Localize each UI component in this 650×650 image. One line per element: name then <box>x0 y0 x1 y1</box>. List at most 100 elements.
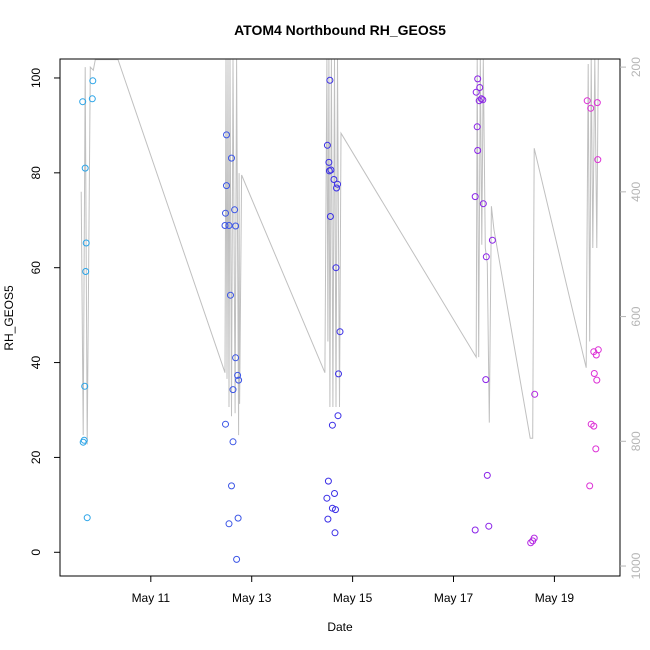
data-point <box>89 77 97 85</box>
data-point <box>335 370 342 378</box>
y2-tick-label: 200 <box>629 57 643 77</box>
data-point <box>473 123 481 131</box>
y-tick-label: 80 <box>29 166 43 180</box>
data-point <box>82 268 90 275</box>
data-point <box>223 131 230 139</box>
data-point <box>79 98 87 106</box>
data-point <box>323 494 331 502</box>
y2-tick-label: 600 <box>629 306 643 326</box>
y2-tick-label: 1000 <box>629 552 643 579</box>
x-tick-label: May 13 <box>232 591 272 605</box>
x-axis: May 11 May 13 May 15 May 17 May 19 <box>132 576 575 605</box>
data-point <box>233 555 241 563</box>
data-point <box>324 477 332 485</box>
data-point <box>229 386 237 394</box>
data-point <box>477 95 485 103</box>
data-point <box>328 421 336 429</box>
data-point <box>594 156 602 164</box>
data-point <box>594 346 602 354</box>
data-point <box>590 422 598 430</box>
data-point <box>472 88 480 96</box>
data-point <box>88 95 96 103</box>
data-point <box>332 506 339 514</box>
data-point <box>482 253 490 261</box>
data-point <box>225 222 233 229</box>
data-point <box>336 328 344 336</box>
data-point <box>222 209 229 217</box>
data-point <box>583 97 591 105</box>
data-point <box>592 445 600 453</box>
data-point <box>229 438 237 446</box>
data-point <box>81 164 89 172</box>
y-tick-label: 100 <box>29 68 43 88</box>
data-point <box>334 180 341 188</box>
x-tick-label: May 15 <box>333 591 373 605</box>
y-tick-label: 60 <box>29 261 43 275</box>
altitude-line-layer <box>80 59 599 445</box>
y2-tick-label: 400 <box>629 182 643 202</box>
data-point <box>234 514 242 522</box>
data-point <box>530 534 538 542</box>
data-point <box>334 412 342 420</box>
x-axis-label: Date <box>327 620 353 634</box>
y-tick-label: 20 <box>29 450 43 464</box>
x-tick-label: May 17 <box>434 591 474 605</box>
data-point <box>483 471 491 479</box>
data-point <box>331 490 338 497</box>
data-point <box>482 376 490 384</box>
data-point <box>232 354 240 362</box>
secondary-y-axis: 200 400 600 800 1000 <box>620 57 643 579</box>
data-point <box>331 529 339 537</box>
y-tick-label: 40 <box>29 356 43 370</box>
data-point <box>323 141 331 149</box>
data-point <box>479 200 487 208</box>
data-point <box>333 184 340 192</box>
x-tick-label: May 11 <box>132 591 171 605</box>
data-point <box>488 236 496 244</box>
data-point <box>479 96 487 104</box>
plot-frame <box>59 58 621 577</box>
data-point <box>327 166 335 174</box>
data-point <box>228 154 235 162</box>
data-point <box>485 522 493 530</box>
data-point <box>228 482 235 490</box>
data-point <box>474 75 482 83</box>
data-point <box>324 515 332 523</box>
data-point <box>587 104 595 112</box>
data-points-layer <box>79 75 602 563</box>
data-point <box>332 264 340 272</box>
y-tick-label: 0 <box>29 549 43 556</box>
data-point <box>326 213 334 220</box>
data-point <box>593 99 601 107</box>
data-point <box>476 84 484 91</box>
data-point <box>223 182 230 190</box>
altitude-line <box>80 59 599 445</box>
data-point <box>325 158 333 166</box>
data-point <box>590 370 598 377</box>
data-point <box>235 376 243 384</box>
data-point <box>221 222 229 229</box>
data-point <box>475 97 483 105</box>
chart-title: ATOM4 Northbound RH_GEOS5 <box>234 22 446 38</box>
data-point <box>593 376 601 384</box>
data-point <box>231 206 239 214</box>
data-point <box>232 222 240 230</box>
data-point <box>222 420 229 428</box>
data-point <box>471 193 479 201</box>
data-point <box>83 514 91 522</box>
y2-tick-label: 800 <box>629 431 643 451</box>
y-axis-label: RH_GEOS5 <box>2 285 16 351</box>
data-point <box>325 167 333 175</box>
data-point <box>80 436 88 444</box>
data-point <box>227 291 234 299</box>
x-tick-label: May 19 <box>535 591 575 605</box>
data-point <box>474 147 482 154</box>
data-point <box>330 176 338 183</box>
data-point <box>225 520 233 528</box>
data-point <box>82 239 90 247</box>
data-point <box>527 539 535 547</box>
data-point <box>81 382 89 390</box>
data-point <box>326 76 334 84</box>
y-axis: 0 20 40 60 80 100 <box>29 68 60 556</box>
